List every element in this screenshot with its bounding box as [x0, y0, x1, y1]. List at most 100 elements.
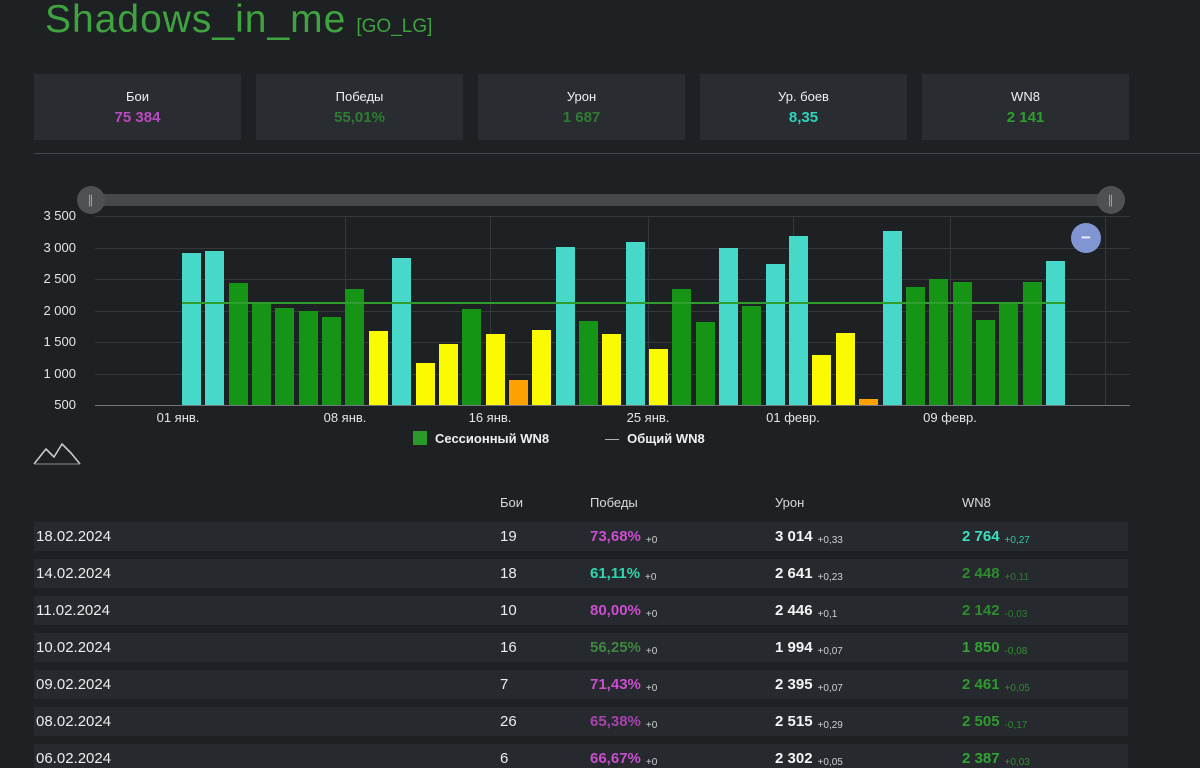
- wn8-delta: +0,03: [1005, 757, 1030, 768]
- winrate-value: 80,00%: [590, 602, 641, 619]
- horizontal-gridline: [95, 248, 1130, 249]
- session-wn8-bar[interactable]: [649, 349, 668, 405]
- session-wn8-bar[interactable]: [275, 308, 294, 405]
- legend-label: Сессионный WN8: [435, 431, 549, 446]
- session-wn8-bar[interactable]: [976, 320, 995, 405]
- session-wn8-bar[interactable]: [182, 253, 201, 405]
- session-wn8-bar[interactable]: [602, 334, 621, 405]
- x-axis-line: [95, 405, 1130, 406]
- collapse-chart-button[interactable]: −: [1071, 223, 1101, 253]
- session-wn8-bar[interactable]: [532, 330, 551, 405]
- x-axis-tick-label: 01 февр.: [766, 410, 820, 425]
- stat-card-ур-боев[interactable]: Ур. боев8,35: [700, 74, 907, 140]
- stat-card-wn8[interactable]: WN82 141: [922, 74, 1129, 140]
- session-wn8-bar[interactable]: [1023, 282, 1042, 405]
- x-axis-tick-label: 09 февр.: [923, 410, 977, 425]
- table-row[interactable]: 09.02.2024771,43%+02 395+0,072 461+0,05: [34, 670, 1128, 699]
- y-axis-tick-label: 2 000: [18, 303, 76, 318]
- session-wn8-bar[interactable]: [836, 333, 855, 405]
- winrate-delta: +0: [646, 646, 657, 657]
- session-wn8-bar[interactable]: [392, 258, 411, 405]
- stat-card-value: 1 687: [563, 109, 601, 126]
- stat-card-label: Бои: [126, 89, 149, 104]
- damage-value: 3 014: [775, 528, 813, 545]
- session-wn8-bar[interactable]: [299, 311, 318, 405]
- session-wn8-bar[interactable]: [1046, 261, 1065, 405]
- x-axis-tick-label: 08 янв.: [324, 410, 367, 425]
- session-battles: 16: [500, 633, 517, 662]
- session-wn8-bar[interactable]: [719, 248, 738, 405]
- table-row[interactable]: 06.02.2024666,67%+02 302+0,052 387+0,03: [34, 744, 1128, 768]
- table-row[interactable]: 14.02.20241861,11%+02 641+0,232 448+0,11: [34, 559, 1128, 588]
- session-wn8-bar[interactable]: [579, 321, 598, 405]
- damage-delta: +0,23: [818, 572, 843, 583]
- y-axis-tick-label: 2 500: [18, 271, 76, 286]
- wn8-value: 2 505: [962, 713, 1000, 730]
- session-wn8: 2 505-0,17: [962, 707, 1027, 736]
- table-row[interactable]: 18.02.20241973,68%+03 014+0,332 764+0,27: [34, 522, 1128, 551]
- table-row[interactable]: 10.02.20241656,25%+01 994+0,071 850-0,08: [34, 633, 1128, 662]
- legend-item[interactable]: —Общий WN8: [605, 430, 705, 446]
- area-chart-toggle-icon[interactable]: [33, 440, 81, 471]
- session-wn8-bar[interactable]: [205, 251, 224, 405]
- session-wn8-bar[interactable]: [462, 309, 481, 405]
- session-wn8-bar[interactable]: [556, 247, 575, 405]
- session-wn8-bar[interactable]: [696, 322, 715, 405]
- session-wn8-bar[interactable]: [486, 334, 505, 405]
- stat-card-бои[interactable]: Бои75 384: [34, 74, 241, 140]
- wn8-delta: +0,05: [1005, 683, 1030, 694]
- stat-card-урон[interactable]: Урон1 687: [478, 74, 685, 140]
- vertical-gridline: [1105, 216, 1106, 405]
- session-wn8-bar[interactable]: [252, 303, 271, 405]
- session-wn8-bar[interactable]: [789, 236, 808, 405]
- session-wn8-bar[interactable]: [883, 231, 902, 405]
- stat-card-победы[interactable]: Победы55,01%: [256, 74, 463, 140]
- session-wn8-bar[interactable]: [929, 279, 948, 405]
- session-winrate: 56,25%+0: [590, 633, 657, 662]
- vertical-gridline: [950, 216, 951, 405]
- session-wn8-bar[interactable]: [626, 242, 645, 405]
- session-wn8-bar[interactable]: [859, 399, 878, 405]
- slider-handle-left[interactable]: ∥: [77, 186, 105, 214]
- winrate-value: 61,11%: [590, 565, 640, 582]
- table-row[interactable]: 08.02.20242665,38%+02 515+0,292 505-0,17: [34, 707, 1128, 736]
- y-axis-tick-label: 500: [18, 397, 76, 412]
- session-wn8-bar[interactable]: [766, 264, 785, 405]
- session-date: 18.02.2024: [36, 522, 111, 551]
- session-battles: 6: [500, 744, 508, 768]
- slider-handle-right[interactable]: ∥: [1097, 186, 1125, 214]
- session-wn8-bar[interactable]: [906, 287, 925, 405]
- session-wn8-bar[interactable]: [439, 344, 458, 405]
- player-name: Shadows_in_me: [45, 0, 346, 41]
- legend-item[interactable]: Сессионный WN8: [413, 431, 549, 446]
- session-wn8-bar[interactable]: [742, 306, 761, 405]
- session-wn8-bar[interactable]: [322, 317, 341, 405]
- section-divider: [34, 153, 1200, 154]
- damage-delta: +0,07: [818, 683, 843, 694]
- table-row[interactable]: 11.02.20241080,00%+02 446+0,12 142-0,03: [34, 596, 1128, 625]
- wn8-value: 2 461: [962, 676, 1000, 693]
- wn8-value: 1 850: [962, 639, 1000, 656]
- session-wn8-bar[interactable]: [416, 363, 435, 405]
- session-battles: 19: [500, 522, 517, 551]
- legend-line-icon: —: [605, 430, 619, 446]
- session-wn8-bar[interactable]: [953, 282, 972, 405]
- session-damage: 2 446+0,1: [775, 596, 837, 625]
- date-range-slider-track[interactable]: [95, 194, 1113, 206]
- x-axis-tick-label: 25 янв.: [627, 410, 670, 425]
- session-wn8: 2 461 +0,05: [962, 670, 1030, 699]
- horizontal-gridline: [95, 279, 1130, 280]
- session-wn8-bar[interactable]: [345, 289, 364, 405]
- session-battles: 26: [500, 707, 517, 736]
- session-wn8: 2 387 +0,03: [962, 744, 1030, 768]
- session-wn8-bar[interactable]: [999, 302, 1018, 405]
- stat-card-value: 55,01%: [334, 109, 385, 126]
- session-wn8-bar[interactable]: [812, 355, 831, 405]
- winrate-delta: +0: [646, 720, 657, 731]
- winrate-value: 73,68%: [590, 528, 641, 545]
- wn8-value: 2 387: [962, 750, 1000, 767]
- session-wn8-bar[interactable]: [369, 331, 388, 405]
- session-wn8-bar[interactable]: [672, 289, 691, 405]
- session-wn8-bar[interactable]: [509, 380, 528, 405]
- horizontal-gridline: [95, 311, 1130, 312]
